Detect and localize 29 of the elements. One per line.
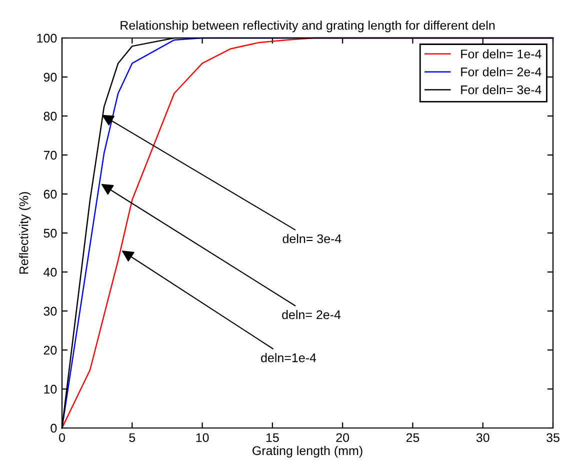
- legend-label: For deln= 2e-4: [461, 67, 542, 76]
- y-tick-label: 80: [44, 112, 57, 121]
- y-axis-title: Reflectivity (%): [19, 192, 31, 274]
- legend-label: For deln= 1e-4: [461, 49, 542, 58]
- y-tick-label: 70: [44, 150, 57, 160]
- y-tick-label: 90: [44, 72, 57, 82]
- y-tick-label: 100: [37, 34, 57, 43]
- x-axis-title: Grating length (mm): [252, 446, 362, 458]
- y-tick-label: 50: [44, 228, 57, 238]
- y-tick-label: 10: [44, 384, 57, 394]
- x-tick-label: 25: [406, 433, 420, 442]
- y-tick-label: 30: [44, 306, 57, 316]
- x-tick-label: 15: [266, 433, 279, 442]
- legend-label: For deln= 3e-4: [461, 85, 542, 94]
- y-tick-label: 40: [44, 268, 57, 277]
- x-tick-label: 35: [546, 433, 560, 442]
- annotation: deln=1e-4: [261, 353, 316, 362]
- annotation: deln= 2e-4: [282, 310, 341, 320]
- line-series: [61, 37, 554, 429]
- x-tick-label: 20: [336, 433, 350, 442]
- x-tick-label: 10: [196, 433, 209, 442]
- y-tick-label: 60: [44, 190, 57, 199]
- y-tick-label: 20: [44, 346, 57, 355]
- x-tick-label: 30: [476, 433, 490, 442]
- x-tick-label: 0: [59, 433, 65, 442]
- annotation: deln= 3e-4: [282, 234, 342, 244]
- y-tick-label: 0: [50, 424, 57, 433]
- x-tick-label: 5: [129, 433, 136, 442]
- chart-title: Relationship between reflectivity and grating length for different deln: [120, 20, 495, 32]
